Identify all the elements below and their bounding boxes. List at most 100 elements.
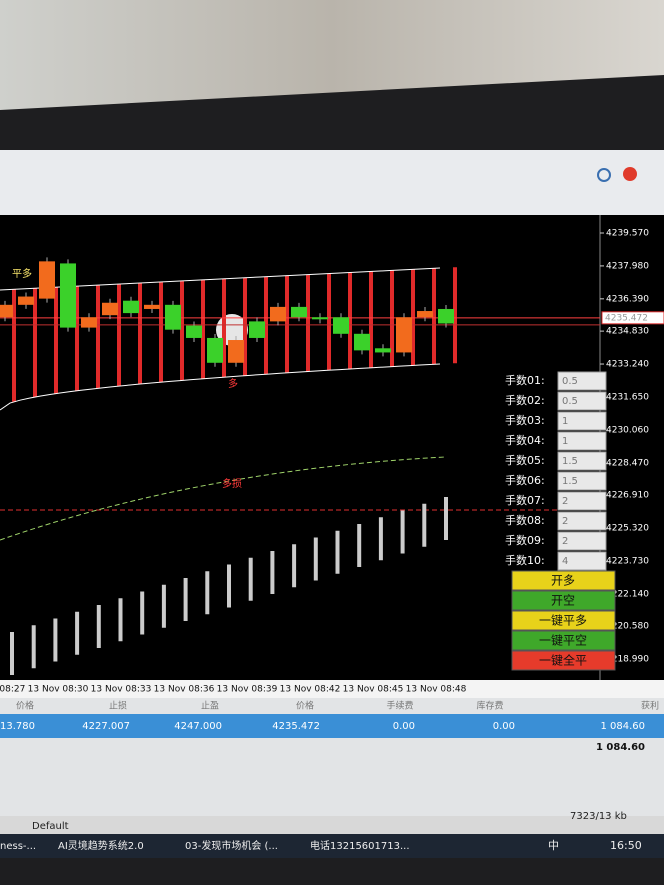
- taskbar-item[interactable]: AI灵境趋势系统2.0: [58, 839, 144, 852]
- annotation: 多: [228, 377, 238, 390]
- candle: [396, 317, 412, 353]
- action-button[interactable]: [511, 650, 616, 671]
- lot-label: 手数02:: [505, 393, 545, 407]
- lot-value: 1: [562, 416, 568, 427]
- candle: [438, 308, 454, 324]
- annotation: 多损: [222, 477, 242, 490]
- lot-value: 1.5: [562, 456, 578, 467]
- lot-value: 0.5: [562, 396, 578, 407]
- x-tick-label: 13 Nov 08:33: [91, 685, 152, 695]
- table-cell: 4247.000: [174, 721, 222, 732]
- lot-value: 0.5: [562, 376, 578, 387]
- table-header: 价格: [296, 700, 314, 712]
- table-header: 止损: [109, 700, 127, 712]
- candle: [165, 304, 181, 330]
- lot-label: 手数03:: [505, 413, 545, 427]
- candle: [81, 317, 97, 328]
- candle: [291, 306, 307, 318]
- table-header: 手续费: [386, 700, 413, 712]
- lot-label: 手数10:: [505, 553, 545, 567]
- candle: [375, 348, 391, 353]
- lot-label: 手数07:: [505, 493, 545, 507]
- table-header: 价格: [16, 700, 34, 712]
- lot-value: 1: [562, 436, 568, 447]
- action-button-label: 一键全平: [539, 653, 587, 668]
- table-cell: 4227.007: [82, 721, 130, 732]
- candle: [228, 340, 244, 363]
- candle: [123, 300, 139, 314]
- candle: [312, 317, 328, 320]
- lot-input[interactable]: [557, 491, 607, 511]
- action-button[interactable]: [511, 570, 616, 591]
- y-tick-label: 4234.830: [606, 327, 649, 337]
- y-tick-label: 4218.990: [606, 655, 649, 665]
- lot-value: 2: [562, 536, 568, 547]
- channel-lower: [0, 363, 441, 411]
- table-total: 1 084.60: [596, 742, 645, 753]
- trade-row[interactable]: [0, 714, 664, 738]
- lot-input[interactable]: [557, 391, 607, 411]
- lot-input[interactable]: [557, 511, 607, 531]
- action-button[interactable]: [511, 630, 616, 651]
- y-tick-label: 4228.470: [606, 458, 649, 468]
- candle: [39, 261, 55, 299]
- y-tick-label: 4239.570: [606, 229, 649, 239]
- table-cell: 0.00: [493, 721, 515, 732]
- y-tick-label: 4233.240: [606, 360, 649, 370]
- y-tick-label: 4230.060: [606, 425, 649, 435]
- x-tick-label: 13 Nov 08:42: [280, 685, 341, 695]
- toolbar: [0, 150, 664, 215]
- x-tick-label: 13 Nov 08:36: [154, 685, 215, 695]
- action-button[interactable]: [511, 590, 616, 611]
- candle: [417, 311, 433, 318]
- status-traffic: 7323/13 kb: [570, 811, 627, 822]
- lot-label: 手数08:: [505, 513, 545, 527]
- action-button-label: 开空: [551, 594, 575, 608]
- lot-input[interactable]: [557, 471, 607, 491]
- candle: [60, 263, 76, 328]
- y-tick-label: 4222.140: [606, 589, 649, 599]
- lot-input[interactable]: [557, 371, 607, 391]
- lot-input[interactable]: [557, 451, 607, 471]
- lot-value: 1.5: [562, 476, 578, 487]
- y-tick-label: 4237.980: [606, 261, 649, 271]
- x-tick-label: 13 Nov 08:39: [217, 685, 278, 695]
- table-cell: 1 084.60: [600, 721, 645, 732]
- lot-value: 4: [562, 556, 568, 567]
- lot-label: 手数04:: [505, 433, 545, 447]
- candle: [207, 337, 223, 363]
- action-button-label: 一键平空: [539, 634, 587, 648]
- search-icon[interactable]: [597, 168, 611, 182]
- lot-input[interactable]: [557, 551, 607, 571]
- x-tick-label: 13 Nov 08:30: [28, 685, 89, 695]
- lot-label: 手数01:: [505, 373, 545, 387]
- table-header: 库存费: [476, 700, 503, 712]
- lot-input[interactable]: [557, 531, 607, 551]
- alert-icon[interactable]: [623, 167, 637, 181]
- status-bar: [0, 816, 664, 834]
- taskbar-ime[interactable]: 中: [548, 839, 559, 852]
- time-axis: [0, 680, 664, 698]
- action-button-label: 开多: [551, 574, 575, 588]
- table-header: 止盈: [201, 700, 219, 712]
- taskbar-item[interactable]: 03-发现市场机会 (...: [185, 839, 278, 852]
- action-button[interactable]: [511, 610, 616, 631]
- candle: [102, 302, 118, 316]
- lot-value: 2: [562, 496, 568, 507]
- y-tick-label: 4223.730: [606, 556, 649, 566]
- lot-input[interactable]: [557, 431, 607, 451]
- y-tick-label: 4236.390: [606, 294, 649, 304]
- price-tag-label: 4235.472: [605, 313, 648, 323]
- taskbar-item[interactable]: ness-...: [0, 841, 36, 852]
- x-tick-label: 13 Nov 08:27: [0, 685, 25, 695]
- status-profile: Default: [32, 821, 69, 832]
- price-tag: [601, 311, 664, 325]
- candle: [249, 321, 265, 338]
- lot-input[interactable]: [557, 411, 607, 431]
- lot-value: 2: [562, 516, 568, 527]
- candle: [354, 333, 370, 351]
- taskbar-item[interactable]: 电话13215601713...: [310, 839, 410, 852]
- lot-label: 手数09:: [505, 533, 545, 547]
- candle: [18, 296, 34, 305]
